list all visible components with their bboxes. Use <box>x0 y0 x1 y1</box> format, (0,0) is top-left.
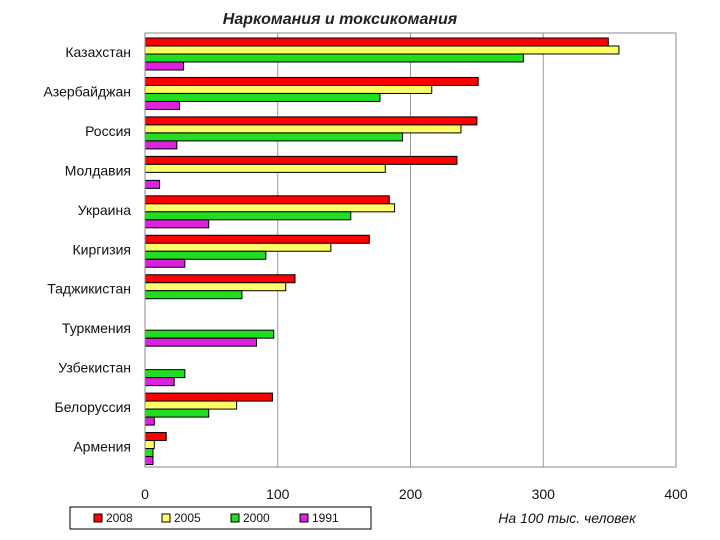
x-axis-label: На 100 тыс. человек <box>498 510 637 526</box>
bar <box>144 116 478 126</box>
category-label: Казахстан <box>65 44 131 60</box>
bar <box>144 92 381 102</box>
bar <box>144 440 155 450</box>
bar <box>144 203 396 213</box>
bar <box>144 400 238 410</box>
category-labels: Казахстан Азербайджан Россия Молдавия Украин… <box>43 44 131 455</box>
bar <box>144 155 458 165</box>
bar <box>144 416 155 426</box>
category-label: Азербайджан <box>43 83 131 99</box>
x-tick-label: 0 <box>141 486 149 502</box>
legend-label: 2005 <box>174 511 201 525</box>
x-tick-label: 100 <box>266 486 290 502</box>
bar <box>144 219 210 229</box>
category-label: Россия <box>85 123 131 139</box>
bars <box>144 37 620 466</box>
bar <box>144 234 370 244</box>
bar <box>144 163 386 173</box>
bar <box>144 211 352 221</box>
bar <box>144 337 258 347</box>
category-label: Украина <box>78 202 132 218</box>
bar <box>144 61 184 71</box>
legend-box <box>69 506 372 530</box>
bar <box>144 53 524 63</box>
bar <box>144 456 154 466</box>
legend-swatch <box>161 513 171 523</box>
legend-label: 2008 <box>106 511 133 525</box>
legend-swatch <box>93 513 103 523</box>
bar <box>144 124 462 134</box>
bar <box>144 132 404 142</box>
bar <box>144 242 332 252</box>
bar <box>144 377 175 387</box>
bar <box>144 76 479 86</box>
bar <box>144 408 210 418</box>
bar <box>144 392 273 402</box>
legend-label: 2000 <box>243 511 270 525</box>
bar <box>144 37 609 47</box>
category-label: Узбекистан <box>58 360 131 376</box>
bar <box>144 432 167 442</box>
x-tick-label: 400 <box>664 486 688 502</box>
legend: 2008 2005 2000 1991 <box>69 506 372 530</box>
category-label: Армения <box>73 439 131 455</box>
x-tick-label: 200 <box>399 486 423 502</box>
bar <box>144 250 267 260</box>
bar <box>144 140 178 150</box>
category-label: Киргизия <box>72 241 131 257</box>
legend-swatch <box>230 513 240 523</box>
bar <box>144 195 390 205</box>
bar <box>144 45 620 55</box>
chart-title: Наркомания и токсикомания <box>223 11 458 28</box>
category-label: Белоруссия <box>55 399 132 415</box>
bar <box>144 100 181 110</box>
legend-label: 1991 <box>312 511 339 525</box>
x-tick-labels: 0 100 200 300 400 <box>141 486 688 502</box>
bar <box>144 274 296 284</box>
category-label: Туркмения <box>62 320 131 336</box>
legend-swatch <box>299 513 309 523</box>
category-label: Молдавия <box>65 162 131 178</box>
bar <box>144 369 186 379</box>
bar <box>144 290 243 300</box>
bar <box>144 448 154 458</box>
bar <box>144 179 161 189</box>
bar <box>144 84 433 94</box>
category-label: Таджикистан <box>47 281 131 297</box>
plot-frame <box>144 32 677 468</box>
x-tick-label: 300 <box>532 486 556 502</box>
bar <box>144 258 186 268</box>
bar <box>144 282 287 292</box>
bar <box>144 329 275 339</box>
